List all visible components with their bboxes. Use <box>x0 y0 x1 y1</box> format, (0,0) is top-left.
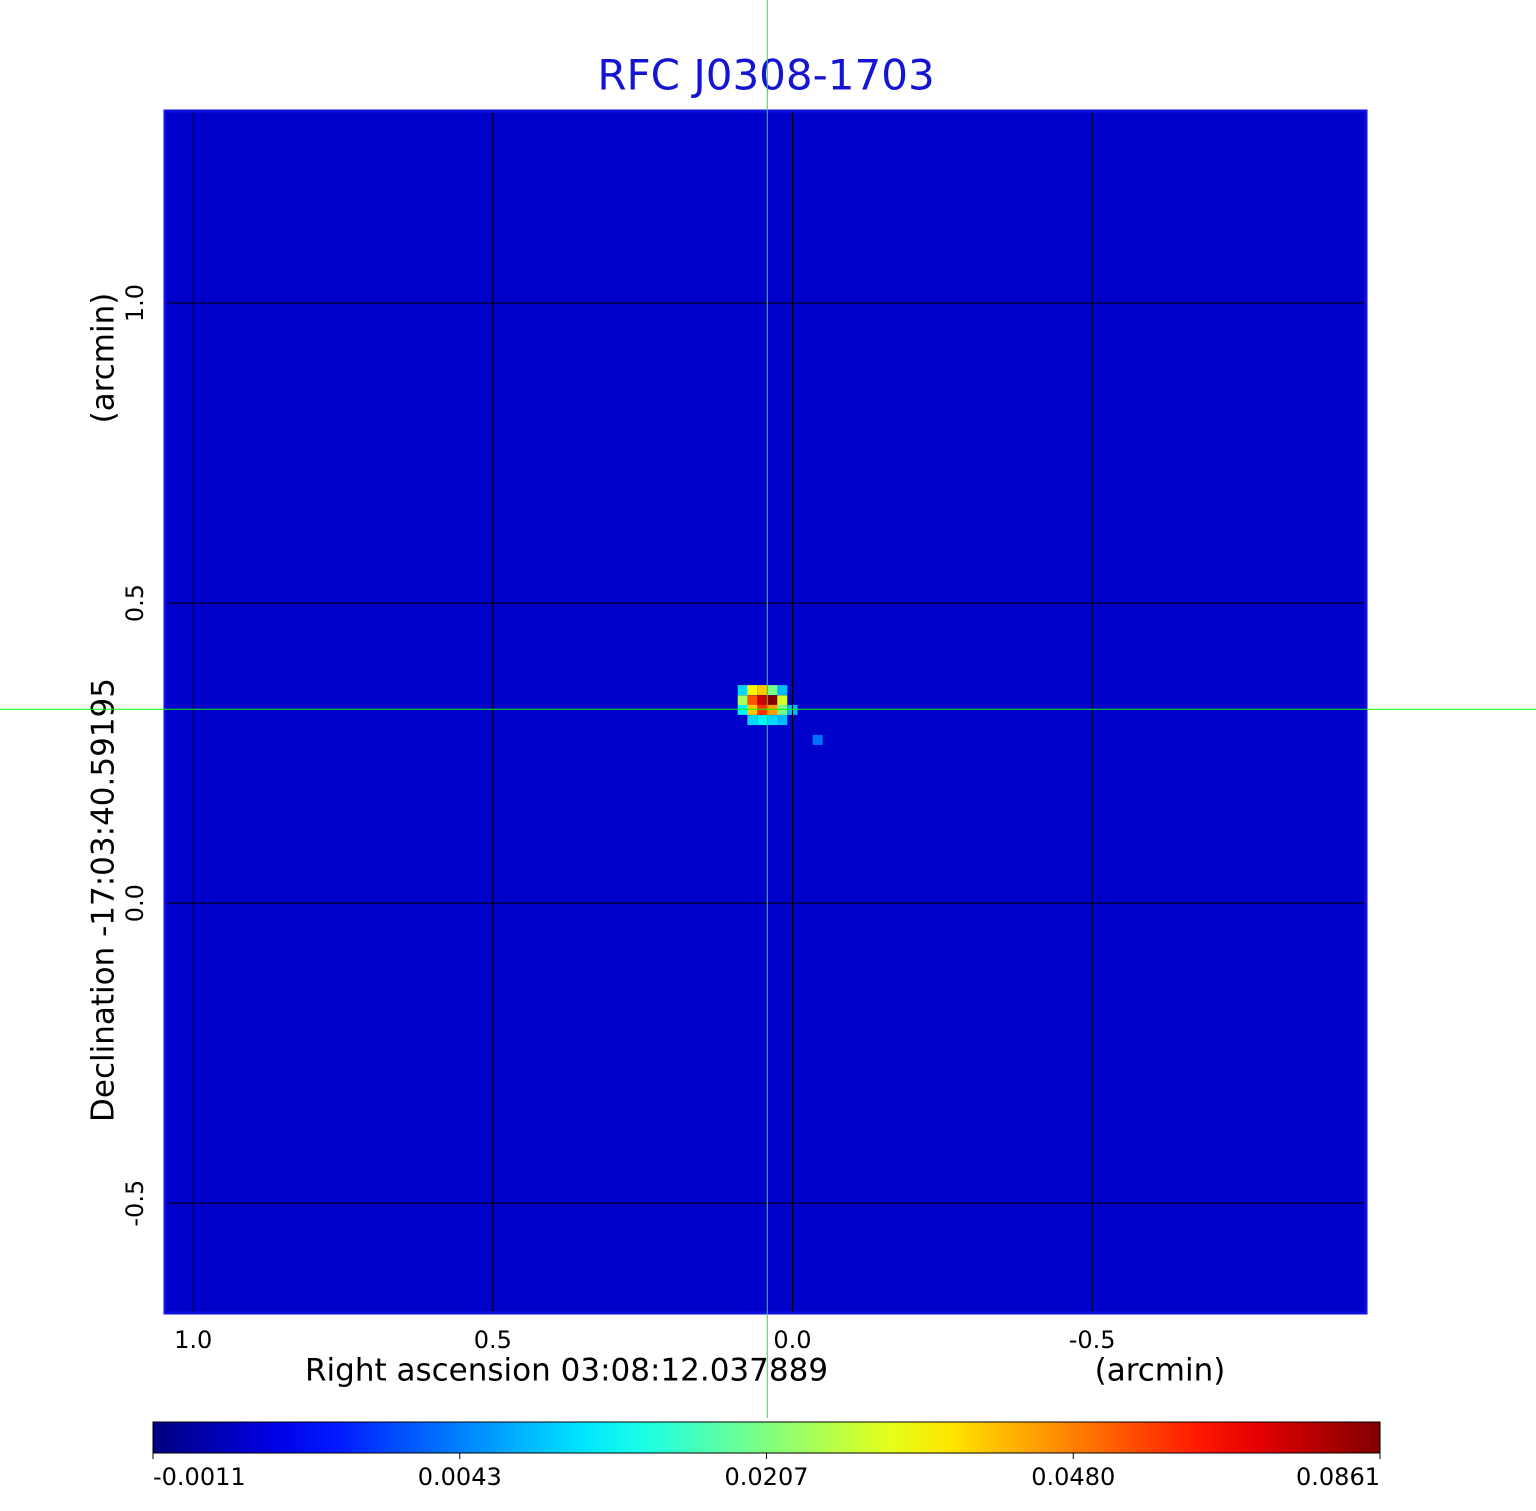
pixel <box>747 695 758 706</box>
y-axis-label: Declination -17:03:40.59195 <box>86 678 122 1122</box>
colorbar-tick-label: 0.0207 <box>725 1463 809 1491</box>
pixel <box>737 695 748 706</box>
pixel <box>767 704 778 715</box>
pixel <box>737 704 748 715</box>
pixel <box>777 685 788 696</box>
y-tick-label: 0.5 <box>121 584 149 622</box>
colorbar-tick-label: 0.0043 <box>418 1463 502 1491</box>
pixel <box>767 695 778 706</box>
x-tick-label: 0.0 <box>773 1326 811 1354</box>
plot-frame <box>163 109 1368 1315</box>
pixel <box>757 715 768 726</box>
colorbar-tick-label: 0.0861 <box>1296 1463 1380 1491</box>
pixel <box>777 704 788 715</box>
colorbar <box>152 1421 1381 1454</box>
pixel <box>737 685 748 696</box>
x-axis-unit: (arcmin) <box>1095 1353 1226 1389</box>
pixel <box>777 695 788 706</box>
y-tick-label: 0.0 <box>121 884 149 922</box>
pixel <box>767 715 778 726</box>
pixel <box>747 715 758 726</box>
colorbar-tick-label: -0.0011 <box>153 1463 246 1491</box>
x-tick-label: 1.0 <box>174 1326 212 1354</box>
y-tick-label: -0.5 <box>121 1180 149 1227</box>
pixel <box>767 685 778 696</box>
pixel <box>747 704 758 715</box>
x-tick-label: -0.5 <box>1069 1326 1116 1354</box>
pixel <box>757 704 768 715</box>
pixel <box>747 685 758 696</box>
x-tick-label: 0.5 <box>474 1326 512 1354</box>
x-axis-label: Right ascension 03:08:12.037889 <box>305 1353 828 1389</box>
colorbar-tick-label: 0.0480 <box>1031 1463 1115 1491</box>
y-tick-label: 1.0 <box>121 284 149 322</box>
pixel <box>757 685 768 696</box>
pixel <box>757 695 768 706</box>
chart-title: RFC J0308-1703 <box>597 51 934 100</box>
pixel <box>812 734 823 745</box>
y-axis-unit: (arcmin) <box>86 293 122 424</box>
pixel <box>777 715 788 726</box>
